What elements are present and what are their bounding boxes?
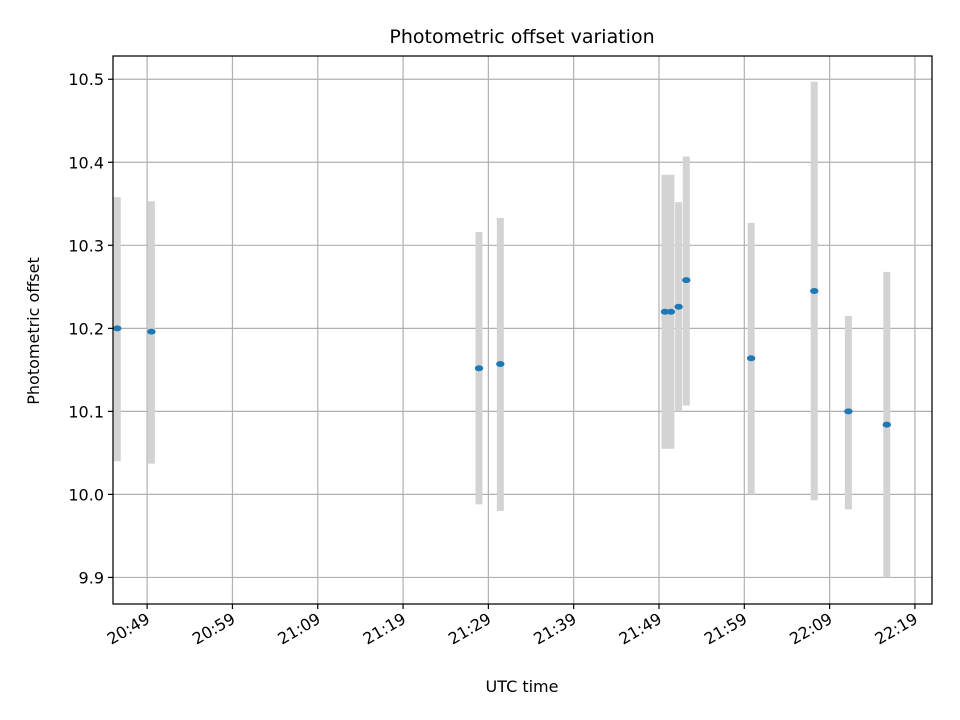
data-points bbox=[113, 277, 891, 428]
data-point bbox=[660, 308, 670, 315]
x-axis-label: UTC time bbox=[486, 677, 559, 696]
y-tick-label: 10.3 bbox=[68, 236, 104, 255]
plot-area-frame bbox=[112, 55, 933, 605]
data-point bbox=[882, 421, 891, 428]
data-point bbox=[682, 277, 691, 284]
chart-title: Photometric offset variation bbox=[389, 26, 654, 48]
y-tick-label: 10.0 bbox=[68, 485, 104, 504]
data-point bbox=[474, 365, 484, 372]
data-point bbox=[674, 303, 683, 310]
data-point bbox=[113, 325, 122, 332]
y-axis-ticks: 9.9 10.0 10.1 10.2 10.3 10.4 10.5 bbox=[68, 70, 113, 587]
y-tick-label: 10.1 bbox=[68, 402, 104, 421]
y-axis-label: Photometric offset bbox=[24, 257, 43, 405]
y-tick-label: 9.9 bbox=[79, 568, 104, 587]
data-point bbox=[666, 308, 676, 315]
grid-lines bbox=[113, 56, 932, 604]
data-point bbox=[147, 328, 156, 335]
data-point bbox=[810, 287, 819, 294]
data-point bbox=[844, 408, 853, 415]
data-point bbox=[496, 361, 505, 368]
y-tick-label: 10.4 bbox=[68, 153, 104, 172]
y-tick-label: 10.2 bbox=[68, 319, 104, 338]
data-point bbox=[746, 355, 756, 362]
y-tick-label: 10.5 bbox=[68, 70, 104, 89]
